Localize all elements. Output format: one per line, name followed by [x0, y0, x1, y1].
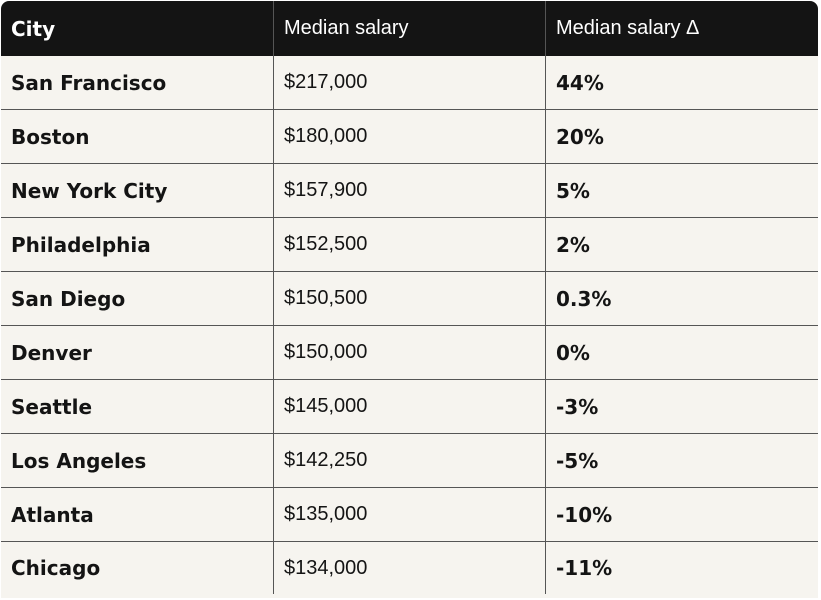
- salary-cell: $142,250: [274, 434, 546, 487]
- table-row: Denver $150,000 0%: [1, 326, 818, 380]
- delta-cell: -3%: [556, 394, 599, 419]
- city-cell: Chicago: [1, 542, 274, 594]
- city-cell: Atlanta: [1, 488, 274, 541]
- salary-cell: $180,000: [274, 110, 546, 163]
- city-cell: San Francisco: [1, 56, 274, 109]
- salary-cell: $157,900: [274, 164, 546, 217]
- salary-cell: $152,500: [274, 218, 546, 271]
- city-cell: San Diego: [1, 272, 274, 325]
- table-row: Atlanta $135,000 -10%: [1, 488, 818, 542]
- table-row: San Diego $150,500 0.3%: [1, 272, 818, 326]
- city-cell: Los Angeles: [1, 434, 274, 487]
- table-row: Philadelphia $152,500 2%: [1, 218, 818, 272]
- table-row: San Francisco $217,000 44%: [1, 56, 818, 110]
- city-cell: Seattle: [1, 380, 274, 433]
- delta-cell: -5%: [556, 448, 599, 473]
- salary-cell: $145,000: [274, 380, 546, 433]
- header-city[interactable]: City: [1, 1, 274, 56]
- salary-cell: $150,000: [274, 326, 546, 379]
- delta-cell: 5%: [556, 178, 590, 203]
- salary-cell: $134,000: [274, 542, 546, 594]
- header-median-salary-delta[interactable]: Median salary Δ: [556, 17, 700, 39]
- delta-cell: -11%: [556, 556, 613, 580]
- table-row: Boston $180,000 20%: [1, 110, 818, 164]
- salary-cell: $150,500: [274, 272, 546, 325]
- header-median-salary[interactable]: Median salary: [274, 1, 546, 56]
- delta-cell: -10%: [556, 502, 613, 527]
- city-cell: Philadelphia: [1, 218, 274, 271]
- table-row: Los Angeles $142,250 -5%: [1, 434, 818, 488]
- city-cell: Denver: [1, 326, 274, 379]
- delta-cell: 2%: [556, 232, 590, 257]
- table-row: Seattle $145,000 -3%: [1, 380, 818, 434]
- delta-cell: 20%: [556, 124, 604, 149]
- delta-cell: 44%: [556, 70, 604, 95]
- city-cell: New York City: [1, 164, 274, 217]
- table-row: New York City $157,900 5%: [1, 164, 818, 218]
- delta-cell: 0%: [556, 340, 590, 365]
- city-cell: Boston: [1, 110, 274, 163]
- table-header-row: City Median salary Median salary Δ: [1, 1, 818, 56]
- salary-cell: $135,000: [274, 488, 546, 541]
- delta-cell: 0.3%: [556, 286, 612, 311]
- salary-cell: $217,000: [274, 56, 546, 109]
- table-row: Chicago $134,000 -11%: [1, 542, 818, 594]
